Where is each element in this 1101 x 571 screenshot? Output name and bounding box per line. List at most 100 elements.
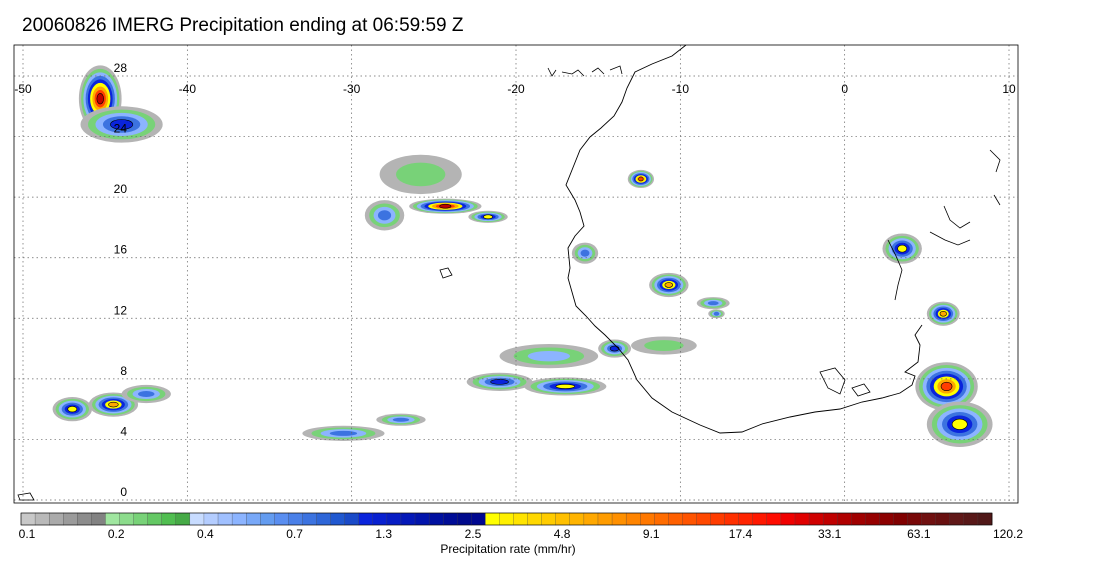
colorbar-cell	[865, 512, 880, 526]
colorbar-cell	[977, 512, 993, 526]
precip-contour	[483, 214, 493, 220]
precip-contour	[377, 210, 392, 221]
lat-tick-label: 0	[120, 485, 127, 499]
colorbar-cell	[372, 512, 388, 526]
colorbar-cell	[879, 512, 894, 526]
colorbar-cell	[541, 512, 557, 526]
precip-cell	[708, 309, 725, 319]
colorbar-cell	[935, 512, 951, 526]
colorbar-cell	[696, 512, 712, 526]
precip-cell	[915, 362, 978, 411]
precip-contour	[951, 418, 968, 430]
africa-coastline	[565, 45, 923, 434]
colorbar-cell	[921, 512, 937, 526]
colorbar-cell	[161, 512, 177, 526]
coastline-north	[547, 65, 623, 77]
colorbar-cell	[738, 512, 754, 526]
colorbar-tick-label: 33.1	[817, 527, 842, 541]
precip-contour	[527, 350, 570, 362]
precip-contour	[555, 384, 576, 389]
colorbar-title: Precipitation rate (mm/hr)	[440, 542, 576, 556]
colorbar-cell	[555, 512, 571, 526]
precipitation-field	[52, 65, 993, 447]
precip-cell	[121, 384, 171, 404]
lon-tick-label: 0	[841, 82, 848, 96]
lat-tick-label: 20	[114, 182, 128, 196]
lat-tick-label: 8	[120, 364, 127, 378]
colorbar-cell	[274, 512, 289, 526]
lon-tick-label: -20	[507, 82, 525, 96]
precip-contour	[439, 203, 452, 209]
colorbar-cell	[386, 512, 402, 526]
precip-contour	[940, 381, 953, 392]
colorbar-cell	[260, 512, 275, 526]
colorbar-tick-label: 17.4	[728, 527, 753, 541]
precip-cell	[598, 339, 632, 358]
precip-cell	[379, 154, 462, 195]
colorbar-cell	[400, 512, 416, 526]
colorbar-cell	[428, 512, 444, 526]
colorbar-cell	[175, 512, 191, 526]
precip-cell	[631, 336, 697, 355]
colorbar-cell	[330, 512, 346, 526]
colorbar-cell	[527, 512, 543, 526]
precip-contour	[96, 93, 104, 105]
lat-tick-label: 16	[114, 243, 128, 257]
colorbar-cell	[119, 512, 135, 526]
precip-contour	[638, 176, 644, 182]
precip-contour	[939, 311, 947, 317]
colorbar-cell	[668, 512, 683, 526]
colorbar-cell	[949, 512, 965, 526]
colorbar-cell	[457, 512, 472, 526]
lon-tick-label: -40	[179, 82, 197, 96]
colorbar-cell	[611, 512, 627, 526]
lat-tick-label: 28	[114, 61, 128, 75]
colorbar-cell	[288, 512, 303, 526]
colorbar-tick-label: 0.2	[107, 527, 125, 541]
colorbar-tick-label: 1.3	[375, 527, 393, 541]
precip-contour	[609, 345, 620, 352]
precip-cell	[302, 425, 385, 441]
colorbar-cell	[77, 512, 92, 526]
colorbar-cell	[316, 512, 332, 526]
precip-cell	[376, 413, 426, 426]
lon-tick-label: -30	[343, 82, 361, 96]
colorbar-frame	[20, 512, 993, 526]
colorbar-cell	[217, 512, 233, 526]
precip-cell	[627, 169, 655, 189]
colorbar-cell	[302, 512, 317, 526]
colorbar-cell	[147, 512, 163, 526]
colorbar-cell	[822, 512, 838, 526]
colorbar-cell	[414, 512, 430, 526]
colorbar-cell	[91, 512, 106, 526]
colorbar-cell	[358, 512, 374, 526]
colorbar-tick-label: 120.2	[992, 527, 1024, 541]
precip-cell	[882, 233, 922, 264]
precip-contour	[396, 162, 446, 187]
colorbar-cell	[907, 512, 923, 526]
colorbar-cell	[569, 512, 585, 526]
colorbar-cell	[63, 512, 78, 526]
colorbar-cell	[682, 512, 697, 526]
precip-contour	[664, 282, 674, 288]
colorbar-tick-label: 2.5	[464, 527, 482, 541]
colorbar-tick-label: 0.1	[18, 527, 36, 541]
colorbar-cell	[246, 512, 261, 526]
colorbar-cell	[963, 512, 979, 526]
colorbar-cell	[808, 512, 824, 526]
precip-cell	[649, 272, 689, 298]
precip-cell	[499, 344, 599, 369]
precip-contour	[644, 340, 684, 351]
colorbar-cell	[780, 512, 796, 526]
colorbar-cell	[443, 512, 458, 526]
lon-tick-label: -10	[672, 82, 690, 96]
lat-lon-gridlines	[14, 45, 1018, 503]
colorbar-cell	[499, 512, 514, 526]
colorbar-cell	[189, 512, 205, 526]
precip-cell	[52, 397, 93, 422]
colorbar-cell	[231, 512, 247, 526]
colorbar-tick-label: 4.8	[553, 527, 571, 541]
colorbar-tick-label: 0.7	[286, 527, 303, 541]
precip-contour	[329, 430, 358, 436]
